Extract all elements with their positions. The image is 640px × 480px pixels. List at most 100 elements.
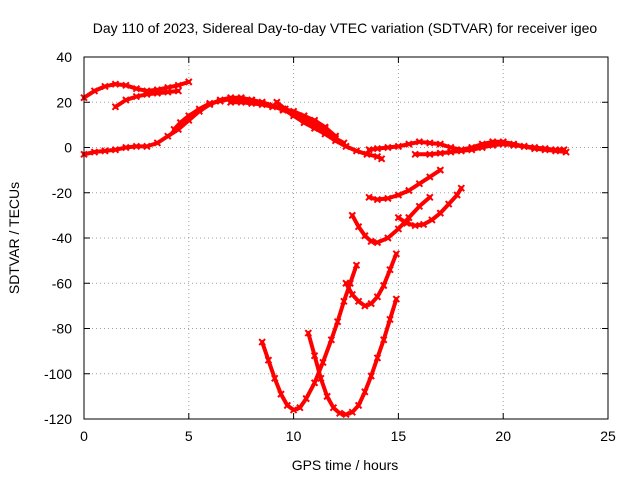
data-point: [164, 88, 172, 96]
data-point: [394, 191, 403, 199]
data-point: [384, 143, 392, 152]
data-point: [373, 238, 382, 247]
data-point: [310, 122, 319, 130]
data-point: [352, 261, 361, 269]
data-point: [327, 336, 336, 344]
data-point: [380, 336, 388, 344]
data-point: [143, 142, 151, 151]
data-point: [348, 211, 356, 220]
data-point: [90, 148, 99, 156]
data-point: [403, 219, 411, 228]
data-point: [237, 98, 245, 106]
data-point: [354, 401, 363, 410]
axis-ticks: 0 5 10 15 20 25 -120 -100 -80 -60 -40 -20 0 20 40: [44, 49, 616, 444]
data-point: [206, 99, 214, 108]
series-arc-11: [394, 184, 465, 230]
data-point: [394, 213, 403, 222]
data-point: [354, 222, 363, 231]
data-point: [415, 202, 424, 211]
data-point: [419, 220, 428, 229]
data-point: [367, 372, 375, 380]
data-point: [185, 112, 193, 120]
y-tick-label: 40: [56, 49, 72, 65]
data-point: [384, 234, 392, 242]
data-point: [386, 315, 394, 324]
y-tick-label: -120: [44, 411, 72, 427]
data-point: [551, 147, 560, 155]
data-point: [373, 195, 382, 204]
data-point: [426, 150, 434, 158]
data-point: [176, 118, 185, 127]
data-point: [365, 193, 373, 201]
data-point: [457, 147, 465, 155]
data-point: [436, 140, 445, 148]
data-point: [392, 295, 401, 303]
data-point: [164, 132, 172, 140]
data-point: [174, 81, 183, 89]
chart-title: Day 110 of 2023, Sidereal Day-to-day VTE…: [93, 20, 598, 36]
data-point: [281, 105, 289, 113]
y-tick-label: 20: [56, 94, 72, 110]
data-point: [361, 388, 369, 396]
data-point: [289, 109, 298, 118]
data-point: [310, 116, 319, 125]
series-line: [306, 297, 399, 417]
data-point: [415, 138, 424, 146]
data-point: [153, 139, 162, 147]
data-point: [289, 406, 298, 414]
data-point: [436, 166, 445, 174]
y-axis-label: SDTVAR / TECUs: [6, 182, 22, 294]
data-point: [122, 143, 130, 152]
data-point: [394, 142, 403, 151]
data-series: [80, 78, 570, 419]
data-point: [185, 78, 193, 86]
data-point: [277, 390, 285, 398]
data-point: [354, 297, 363, 306]
series-arc-2: [111, 87, 183, 111]
data-point: [111, 103, 120, 111]
series-arc-14: [304, 295, 401, 419]
x-tick-label: 10: [286, 428, 302, 444]
data-point: [329, 403, 338, 412]
data-point: [132, 92, 141, 101]
series-arc-10: [348, 193, 434, 247]
x-tick-label: 25: [600, 428, 616, 444]
data-point: [478, 143, 486, 152]
data-point: [310, 379, 319, 387]
data-point: [111, 146, 120, 154]
data-point: [384, 194, 392, 203]
series-arc-6: [273, 98, 348, 147]
data-point: [373, 144, 382, 153]
data-point: [457, 184, 465, 192]
data-point: [453, 191, 461, 199]
data-point: [319, 358, 327, 367]
grid: [84, 57, 608, 419]
data-point: [170, 125, 178, 134]
data-point: [373, 152, 382, 161]
data-point: [509, 141, 518, 149]
data-point: [304, 329, 312, 337]
data-point: [216, 97, 224, 105]
series-arc-13: [258, 261, 361, 414]
data-point: [227, 98, 235, 106]
series-arc-12: [342, 250, 401, 310]
data-point: [132, 142, 141, 151]
data-point: [101, 147, 109, 155]
y-tick-label: -20: [52, 185, 72, 201]
data-point: [264, 356, 273, 364]
data-point: [405, 213, 413, 222]
data-point: [392, 250, 401, 258]
data-point: [111, 80, 120, 88]
y-tick-label: -80: [52, 321, 72, 337]
data-point: [386, 265, 394, 274]
data-point: [122, 96, 130, 104]
data-point: [365, 146, 373, 154]
data-point: [426, 139, 434, 147]
data-point: [174, 87, 183, 95]
data-point: [336, 409, 344, 418]
data-point: [317, 374, 325, 382]
series-arc-9: [365, 166, 445, 204]
data-point: [90, 87, 99, 95]
data-point: [331, 134, 340, 143]
